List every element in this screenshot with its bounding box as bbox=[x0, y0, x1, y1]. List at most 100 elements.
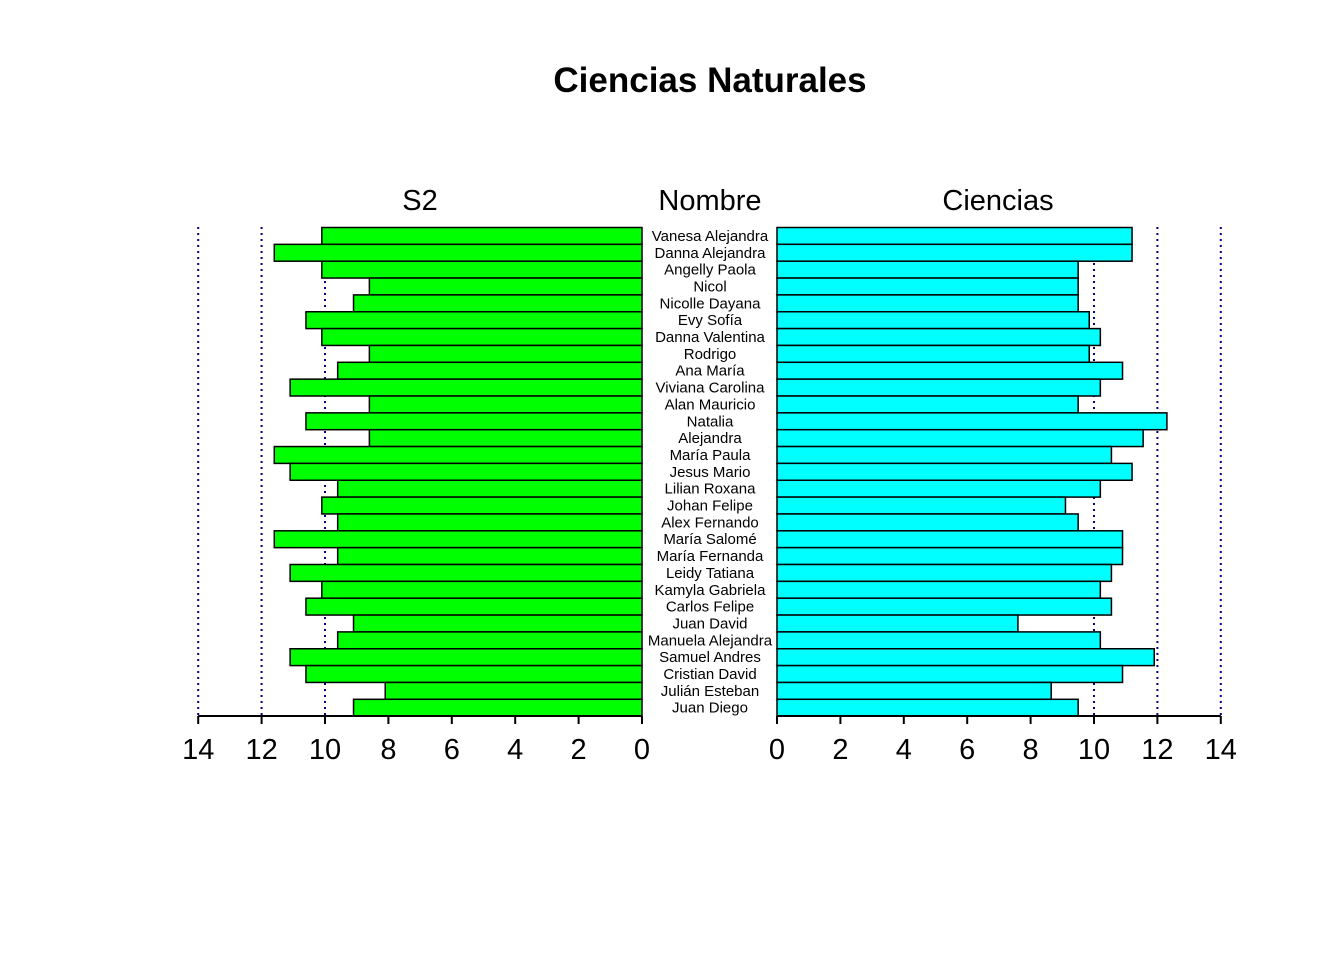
category-label: Manuela Alejandra bbox=[648, 632, 773, 649]
bar-left bbox=[289, 563, 643, 583]
bar-left bbox=[352, 614, 643, 633]
bar-right bbox=[776, 226, 1133, 246]
tick-label: 0 bbox=[634, 734, 650, 766]
tick-label: 6 bbox=[959, 734, 975, 766]
right-bars bbox=[776, 226, 1168, 717]
bar-left bbox=[352, 294, 643, 313]
bar-right bbox=[776, 462, 1133, 481]
category-label: Samuel Andres bbox=[659, 649, 761, 666]
bar-left bbox=[321, 580, 643, 599]
category-label: Julián Esteban bbox=[661, 683, 759, 700]
category-label: Leidy Tatiana bbox=[666, 565, 755, 582]
tick-label: 8 bbox=[1023, 734, 1039, 766]
category-label: Rodrigo bbox=[684, 346, 737, 363]
bar-left bbox=[352, 698, 643, 717]
category-label: Danna Valentina bbox=[655, 329, 765, 346]
bar-left bbox=[336, 361, 643, 380]
bar-right bbox=[776, 428, 1144, 448]
category-label: Vanesa Alejandra bbox=[652, 228, 769, 245]
bar-left bbox=[321, 327, 643, 347]
tick-label: 4 bbox=[896, 734, 912, 766]
bar-right bbox=[776, 648, 1155, 667]
left-axis: 0 2 4 6 8 10 12 14 bbox=[182, 715, 650, 766]
tick-label: 14 bbox=[182, 734, 214, 766]
tick-label: 6 bbox=[444, 734, 460, 766]
bar-right bbox=[776, 294, 1079, 313]
bar-right bbox=[776, 243, 1133, 262]
bar-right bbox=[776, 698, 1079, 717]
bar-right bbox=[776, 361, 1124, 380]
bar-right bbox=[776, 681, 1052, 701]
chart-title: Ciencias Naturales bbox=[553, 61, 866, 100]
bar-left bbox=[321, 226, 643, 246]
bar-left bbox=[289, 648, 643, 667]
bar-right bbox=[776, 496, 1067, 515]
bar-right bbox=[776, 412, 1168, 431]
tick-label: 12 bbox=[245, 734, 277, 766]
bar-left bbox=[336, 513, 643, 532]
bar-left bbox=[336, 479, 643, 498]
bar-right bbox=[776, 614, 1019, 633]
category-label: Evy Sofía bbox=[678, 312, 743, 329]
center-label: Nombre bbox=[658, 185, 761, 217]
right-panel-label: Ciencias bbox=[942, 185, 1053, 217]
bar-right bbox=[776, 277, 1079, 296]
bar-right bbox=[776, 344, 1090, 364]
bar-right bbox=[776, 597, 1113, 616]
bar-left bbox=[305, 664, 643, 684]
category-label: Natalia bbox=[687, 413, 734, 430]
category-label: Kamyla Gabriela bbox=[655, 582, 767, 599]
left-bars bbox=[273, 226, 643, 717]
bar-left bbox=[368, 277, 643, 296]
bar-right bbox=[776, 631, 1102, 650]
bar-left bbox=[289, 462, 643, 481]
bar-right bbox=[776, 530, 1124, 549]
bar-left bbox=[368, 428, 643, 448]
bar-right bbox=[776, 311, 1090, 330]
category-label: Nicolle Dayana bbox=[660, 295, 762, 312]
bar-right bbox=[776, 580, 1102, 599]
bar-right bbox=[776, 378, 1102, 397]
category-label: Alejandra bbox=[678, 430, 742, 447]
bar-left bbox=[289, 378, 643, 397]
bar-right bbox=[776, 260, 1079, 279]
tick-label: 14 bbox=[1205, 734, 1237, 766]
bar-left bbox=[368, 395, 643, 414]
bar-left bbox=[273, 243, 643, 262]
category-label: Alex Fernando bbox=[661, 514, 759, 531]
category-label: Carlos Felipe bbox=[666, 599, 754, 616]
category-label: Jesus Mario bbox=[670, 464, 751, 481]
category-label: Juan Diego bbox=[672, 700, 748, 717]
right-axis: 0 2 4 6 8 10 12 14 bbox=[769, 715, 1237, 766]
bar-right bbox=[776, 395, 1079, 414]
left-panel-label: S2 bbox=[402, 185, 437, 217]
category-label: Viviana Carolina bbox=[656, 380, 766, 397]
bar-left bbox=[273, 445, 643, 465]
bar-right bbox=[776, 546, 1124, 566]
bar-right bbox=[776, 563, 1113, 583]
tick-label: 2 bbox=[571, 734, 587, 766]
bar-left bbox=[336, 631, 643, 650]
category-label: Johan Felipe bbox=[667, 498, 753, 515]
category-label: Juan David bbox=[672, 615, 747, 632]
bar-left bbox=[384, 681, 643, 701]
tick-label: 4 bbox=[507, 734, 523, 766]
bar-left bbox=[305, 597, 643, 616]
bar-right bbox=[776, 664, 1124, 684]
bar-right bbox=[776, 513, 1079, 532]
tick-label: 8 bbox=[380, 734, 396, 766]
tick-label: 12 bbox=[1141, 734, 1173, 766]
bar-left bbox=[273, 530, 643, 549]
bar-left bbox=[368, 344, 643, 364]
category-label: María Fernanda bbox=[657, 548, 764, 565]
tick-label: 0 bbox=[769, 734, 785, 766]
bar-left bbox=[321, 496, 643, 515]
category-label: María Salomé bbox=[663, 531, 756, 548]
category-label: Ana María bbox=[675, 363, 745, 380]
category-label: María Paula bbox=[670, 447, 752, 464]
bar-left bbox=[336, 546, 643, 566]
category-label: Nicol bbox=[693, 278, 726, 295]
bar-right bbox=[776, 445, 1113, 465]
